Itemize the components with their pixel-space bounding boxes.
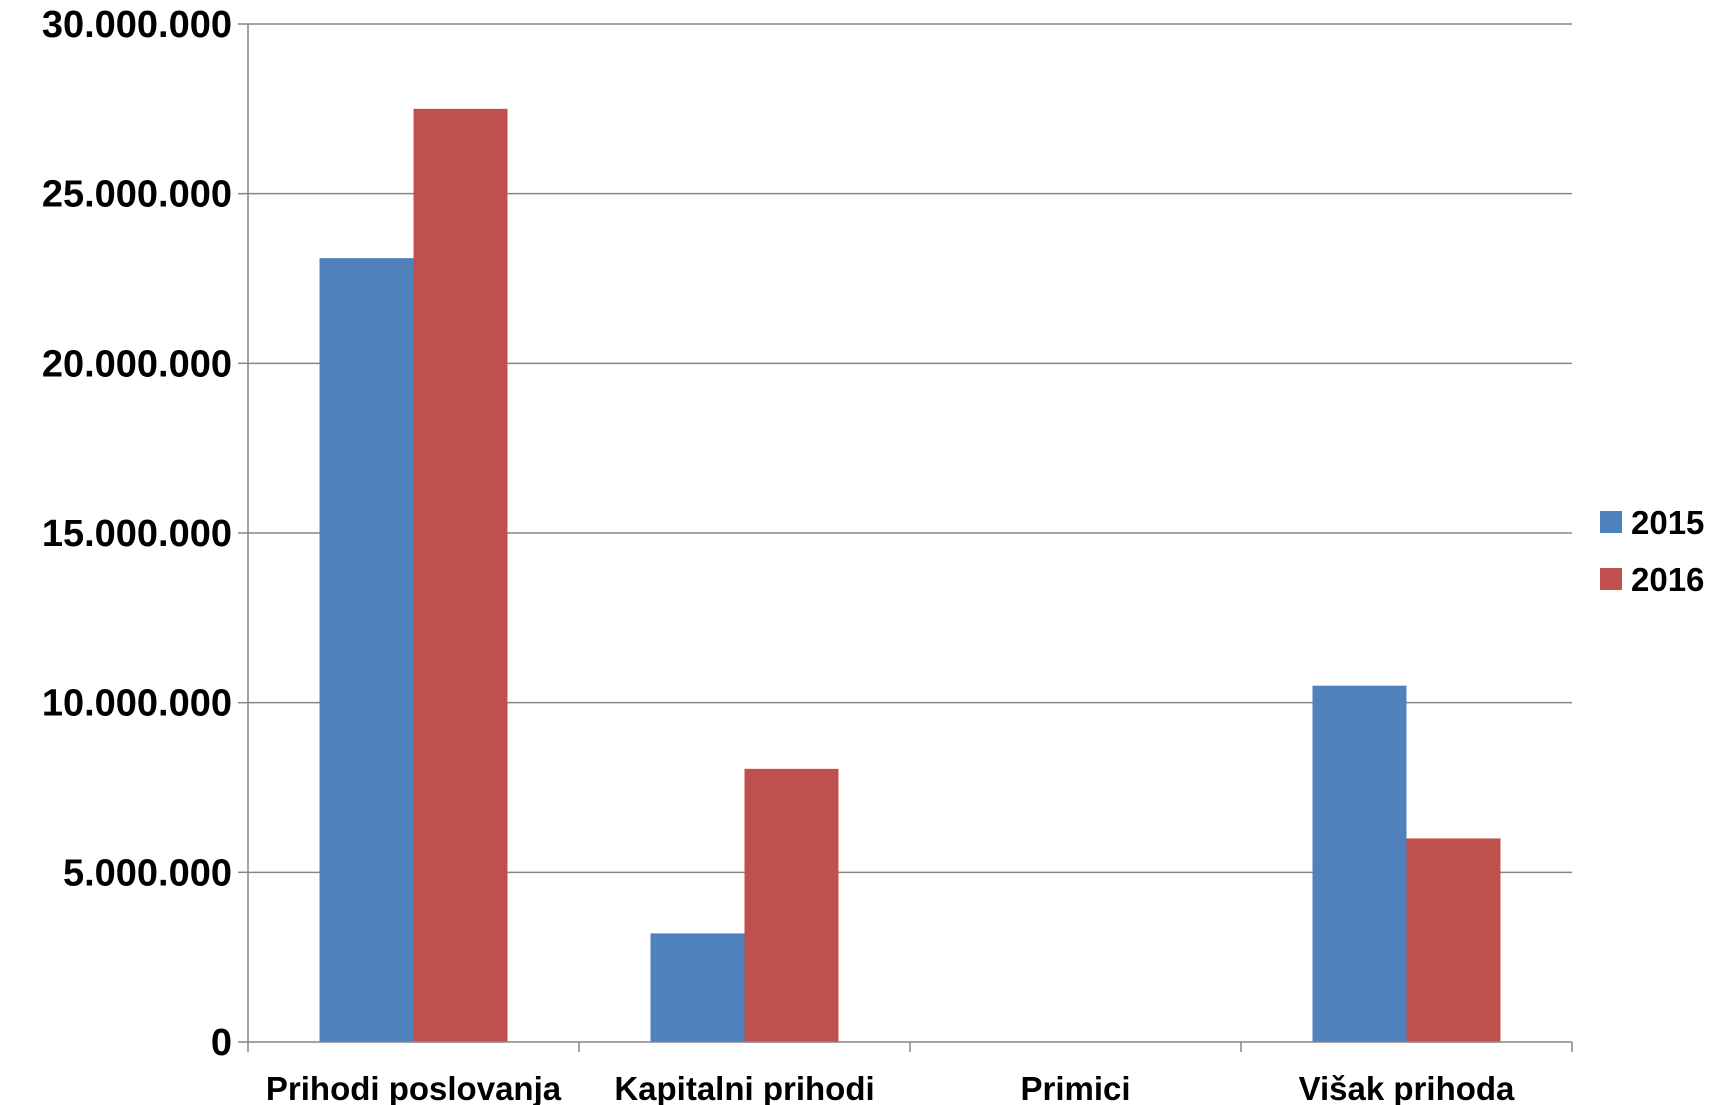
axes bbox=[247, 24, 1573, 1052]
legend-label-2016: 2016 bbox=[1631, 561, 1704, 598]
y-tick-label: 10.000.000 bbox=[42, 683, 232, 725]
y-tick-label: 0 bbox=[211, 1022, 232, 1064]
bar-2016 bbox=[413, 108, 508, 1043]
bar-2015 bbox=[1312, 685, 1407, 1042]
y-tick-label: 15.000.000 bbox=[42, 513, 232, 555]
x-category-label: Kapitalni prihodi bbox=[614, 1070, 874, 1105]
bars bbox=[319, 108, 1501, 1043]
legend-label-2015: 2015 bbox=[1631, 504, 1704, 541]
legend: 2015 2016 bbox=[1600, 504, 1704, 598]
y-tick-label: 25.000.000 bbox=[42, 174, 232, 216]
y-tick-label: 5.000.000 bbox=[63, 852, 232, 894]
bar-2016 bbox=[744, 768, 839, 1042]
y-tick-label: 20.000.000 bbox=[42, 343, 232, 385]
x-category-label: Višak prihoda bbox=[1299, 1070, 1515, 1105]
bar-2016 bbox=[1406, 838, 1501, 1042]
legend-swatch-2015 bbox=[1600, 511, 1622, 533]
y-tick-label: 30.000.000 bbox=[42, 4, 232, 46]
bar-2015 bbox=[319, 258, 414, 1042]
x-category-label: Prihodi poslovanja bbox=[266, 1070, 562, 1105]
x-axis-labels: Prihodi poslovanja Kapitalni prihodi Primi… bbox=[266, 1070, 1515, 1105]
y-axis-ticks: 0 5.000.000 10.000.000 15.000.000 20.000.000… bbox=[42, 4, 248, 1064]
x-category-label: Primici bbox=[1020, 1070, 1130, 1105]
bar-2015 bbox=[650, 933, 745, 1042]
legend-swatch-2016 bbox=[1600, 568, 1622, 590]
